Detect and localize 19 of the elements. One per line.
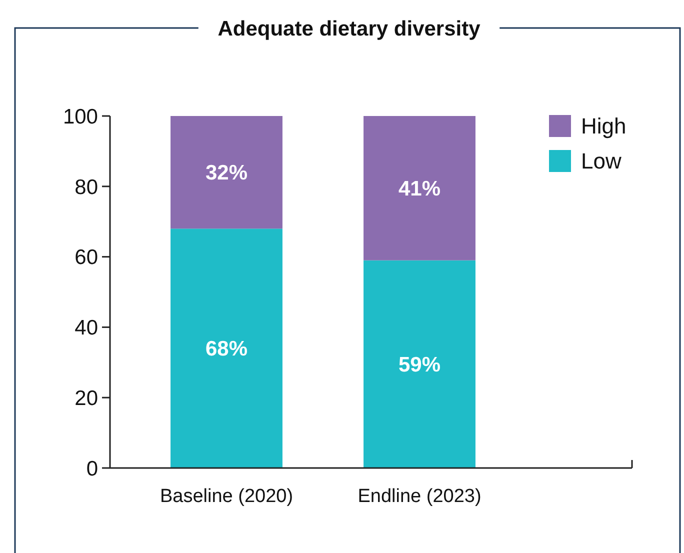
- chart-title: Adequate dietary diversity: [218, 17, 481, 40]
- bar: [364, 260, 476, 468]
- bar: [170, 116, 282, 229]
- x-tick-label: Baseline (2020): [160, 486, 294, 507]
- y-tick-label: 20: [74, 386, 98, 410]
- data-label: 68%: [205, 338, 248, 361]
- bar: [364, 116, 476, 260]
- data-label: 32%: [205, 162, 248, 185]
- data-label: 59%: [398, 354, 441, 377]
- legend-label: High: [581, 114, 626, 139]
- legend-label: Low: [581, 148, 622, 174]
- y-tick-label: 60: [74, 246, 98, 270]
- y-tick-label: 100: [62, 105, 98, 128]
- y-tick-label: 0: [86, 457, 98, 480]
- y-tick-label: 40: [74, 316, 98, 340]
- y-tick-label: 80: [74, 176, 98, 199]
- x-tick-label: Endline (2023): [358, 486, 482, 507]
- data-label: 41%: [398, 178, 441, 201]
- bar: [170, 228, 282, 468]
